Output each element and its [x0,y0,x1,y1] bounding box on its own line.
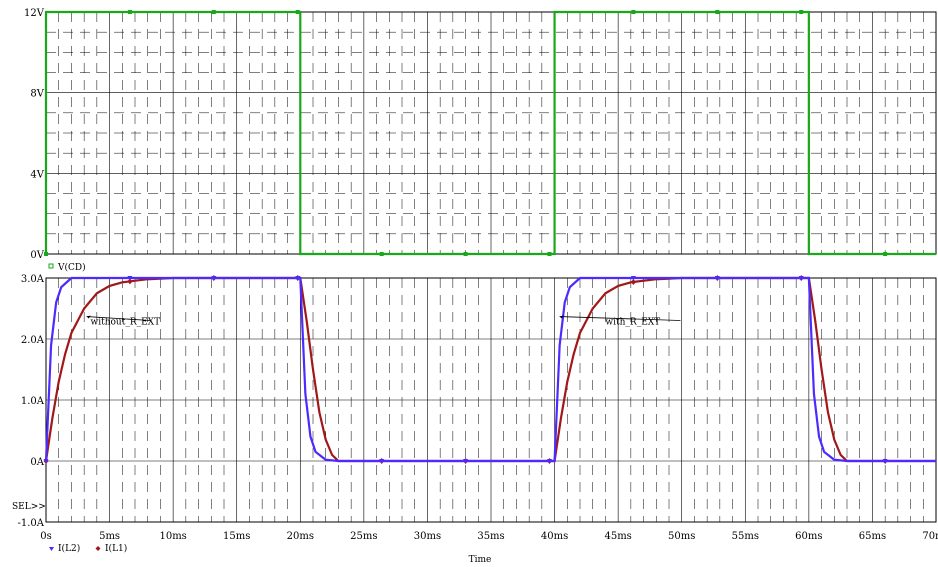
x-tick-label: 65ms [859,531,886,542]
data-point [547,252,552,256]
legend-marker [48,263,54,269]
x-tick-label: 35ms [477,531,504,542]
y-tick-label: 3.0A [21,274,45,285]
x-tick-label: 60ms [795,531,822,542]
data-point [463,459,469,464]
y-tick-label: 1.0A [21,396,45,407]
series-line [44,276,936,463]
x-tick-label: 50ms [668,531,695,542]
x-tick-label: 20ms [287,531,314,542]
data-point [127,276,133,281]
y-tick-label: 0V [30,250,44,261]
data-point [43,459,49,464]
annotation-layer: without_R_EXT with_R_EXT [86,315,681,328]
data-point [546,459,552,464]
data-point [463,252,468,256]
top-series-layer [44,10,936,256]
x-tick-label: 5ms [99,531,120,542]
y-tick-label: -1.0A [17,518,44,529]
data-point [295,10,300,14]
y-tick-label: 12V [24,8,45,19]
bottom-panel-grid [46,278,936,522]
data-point [799,10,804,14]
data-point [715,10,720,14]
y-tick-label: 2.0A [21,335,45,346]
data-point [379,459,385,464]
legend-marker [49,547,54,551]
legend-label: I(L1) [105,543,127,554]
y-tick-label: 4V [30,169,44,180]
data-point [211,276,217,281]
annotation-label: with_R_EXT [605,318,660,328]
data-point [714,276,720,281]
x-tick-label: 15ms [223,531,250,542]
y-tick-label: 8V [30,89,44,100]
bottom-y-tick-labels: -1.0A 0A 1.0A 2.0A 3.0A [17,274,44,529]
legend-marker [95,546,101,551]
data-point [630,278,636,285]
x-tick-label: 10ms [159,531,186,542]
data-point [631,10,636,14]
data-point [211,10,216,14]
data-point [44,252,48,256]
legend-label: I(L2) [58,543,80,554]
bottom-series-layer [43,275,936,464]
x-tick-label: 55ms [732,531,759,542]
x-tick-label: 30ms [414,531,441,542]
data-point [127,10,132,14]
data-point [127,278,133,285]
legend-label: V(CD) [57,262,86,273]
data-point [883,252,888,256]
sel-marker: SEL>> [12,502,46,512]
x-tick-label: 45ms [604,531,631,542]
data-point [379,252,384,256]
annotation-label: without_R_EXT [91,318,161,328]
top-panel-grid [46,12,936,254]
x-axis-label: Time [469,555,492,565]
data-point [882,459,888,464]
arrow-head [559,315,564,319]
top-y-tick-labels: 0V 4V 8V 12V [24,8,45,261]
data-point [630,276,636,281]
annotation-arrow [86,316,151,321]
legend-layer: V(CD) I(L2) I(L1) [48,262,127,554]
bottom-panel-frame [45,277,937,523]
arrow-head [86,315,91,319]
x-tick-label: 25ms [350,531,377,542]
annotation-arrow [559,316,681,321]
data-point [295,276,301,281]
data-point [798,276,804,281]
x-tick-label: 0s [40,531,52,542]
x-tick-label: 70ms [922,531,938,542]
x-tick-labels: 0s 5ms 10ms 15ms 20ms 25ms 30ms 35ms 40ms 45ms 50m… [40,531,938,542]
y-tick-label: 0A [30,457,44,468]
x-tick-label: 40ms [541,531,568,542]
